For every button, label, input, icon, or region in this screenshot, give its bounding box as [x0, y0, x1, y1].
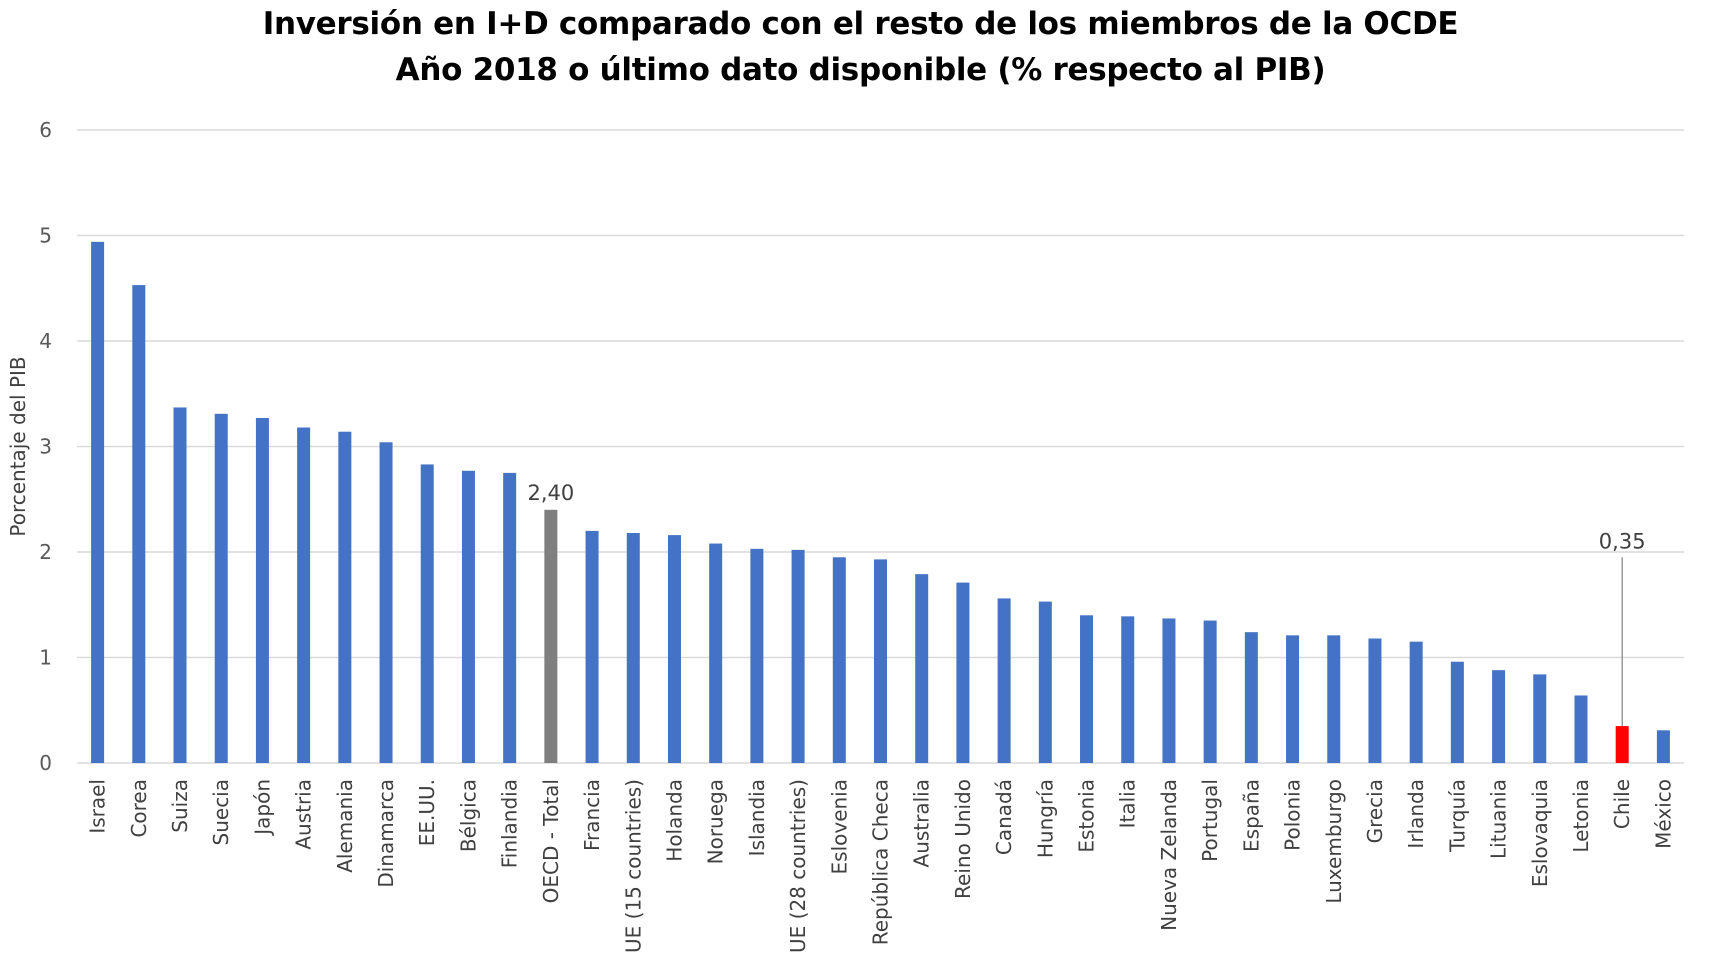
x-tick-label: Reino Unido	[951, 779, 975, 899]
x-tick-label: Alemania	[333, 779, 357, 873]
bar	[214, 413, 228, 763]
x-tick-label: México	[1651, 779, 1675, 849]
bar	[173, 407, 187, 763]
x-tick-label: Suiza	[168, 779, 192, 833]
x-tick-label: Lituania	[1487, 779, 1511, 859]
bar	[997, 598, 1011, 763]
x-tick-label: Noruega	[704, 779, 728, 864]
bar	[503, 472, 517, 763]
bar	[1450, 661, 1464, 763]
bar	[255, 418, 269, 763]
x-tick-label: Corea	[127, 779, 151, 838]
bar	[338, 431, 352, 763]
y-tick-label: 2	[39, 540, 52, 564]
bar	[874, 559, 887, 763]
y-tick-label: 5	[39, 224, 52, 248]
chart-subtitle: Año 2018 o último dato disponible (% res…	[395, 52, 1326, 88]
bar	[420, 464, 434, 763]
x-tick-label: Luxemburgo	[1322, 779, 1346, 904]
y-tick-label: 1	[39, 646, 52, 670]
x-tick-label: Letonia	[1569, 779, 1593, 853]
x-tick-label: Nueva Zelanda	[1157, 779, 1181, 931]
x-tick-label: EE.UU.	[415, 779, 439, 846]
x-tick-label: Eslovenia	[827, 779, 851, 874]
x-tick-label: Israel	[86, 779, 110, 834]
bar	[956, 582, 970, 763]
x-tick-label: Polonia	[1281, 779, 1305, 851]
data-label: 2,40	[527, 481, 574, 505]
bar	[1368, 638, 1382, 763]
bar	[915, 574, 929, 763]
bar	[91, 241, 105, 763]
bar	[585, 530, 599, 763]
y-tick-label: 3	[39, 435, 52, 459]
bar	[1203, 620, 1217, 763]
x-tick-label: Italia	[1116, 779, 1140, 828]
x-tick-label: Turquía	[1445, 779, 1469, 853]
x-tick-label: Grecia	[1363, 779, 1387, 843]
bar	[1327, 635, 1341, 763]
y-axis-label: Porcentaje del PIB	[6, 356, 30, 536]
bar	[832, 557, 846, 763]
x-tick-label: Canadá	[992, 779, 1016, 855]
bar	[1574, 695, 1588, 763]
x-tick-label: España	[1239, 779, 1263, 852]
y-tick-label: 6	[39, 118, 52, 142]
bar	[1409, 641, 1423, 763]
x-tick-label: Chile	[1610, 779, 1634, 829]
x-tick-label: Suecia	[209, 779, 233, 845]
bar	[1080, 615, 1094, 763]
x-tick-label: Japón	[250, 779, 274, 837]
x-tick-label: Eslovaquia	[1528, 779, 1552, 887]
x-tick-label: Holanda	[662, 779, 686, 862]
x-tick-label: UE (15 countries)	[621, 779, 645, 953]
x-tick-label: Australia	[910, 779, 934, 867]
x-tick-label: Dinamarca	[374, 779, 398, 888]
chart-title: Inversión en I+D comparado con el resto …	[262, 6, 1459, 42]
x-tick-label: Francia	[580, 779, 604, 851]
bar	[1533, 674, 1547, 763]
y-tick-label: 0	[39, 751, 52, 775]
bar	[461, 470, 475, 763]
bar	[1038, 601, 1052, 763]
bar	[626, 533, 640, 763]
x-tick-label: Hungría	[1033, 779, 1057, 858]
x-tick-label: Islandia	[745, 779, 769, 856]
x-tick-label: Estonia	[1075, 779, 1099, 853]
data-label: 0,35	[1599, 529, 1646, 553]
bar	[1121, 616, 1135, 763]
bar	[1162, 618, 1176, 763]
y-tick-label: 4	[39, 329, 52, 353]
bar	[1615, 726, 1629, 763]
bar	[1656, 730, 1670, 763]
bar	[544, 509, 558, 763]
bar	[667, 535, 681, 763]
bar	[1286, 635, 1300, 763]
bar	[709, 543, 723, 763]
bar	[1244, 632, 1258, 763]
x-tick-label: República Checa	[869, 779, 893, 945]
x-tick-label: Finlandia	[498, 779, 522, 868]
bar	[132, 285, 146, 763]
bar	[297, 427, 311, 763]
x-tick-label: Portugal	[1198, 779, 1222, 862]
x-tick-label: Austria	[292, 779, 316, 850]
bar	[1492, 670, 1506, 763]
bar	[750, 548, 764, 763]
x-tick-label: Irlanda	[1404, 779, 1428, 849]
x-tick-label: OECD - Total	[539, 779, 563, 903]
x-tick-label: Bélgica	[456, 779, 480, 852]
bar	[379, 442, 393, 763]
bar	[791, 549, 805, 763]
x-tick-label: UE (28 countries)	[786, 779, 810, 953]
